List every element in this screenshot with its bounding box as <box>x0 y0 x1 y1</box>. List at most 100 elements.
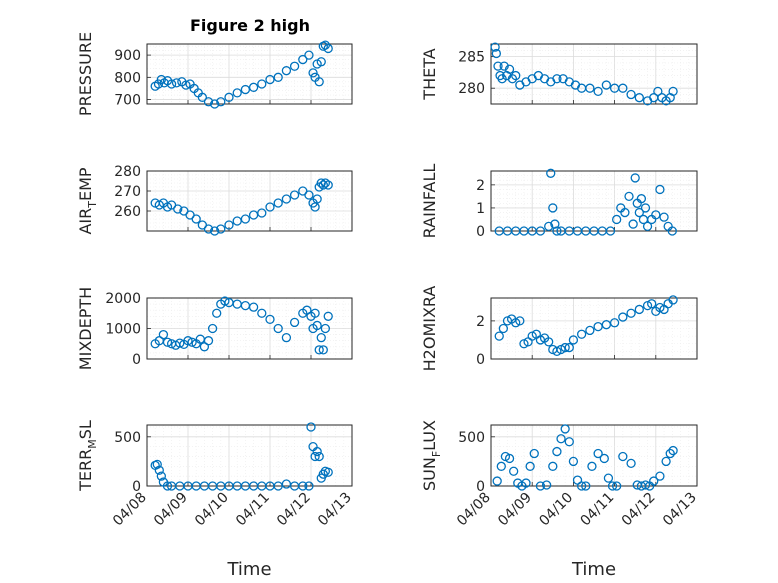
data-point <box>499 61 509 71</box>
data-point <box>310 451 320 462</box>
data-point <box>564 437 574 447</box>
data-point <box>316 332 326 343</box>
data-point <box>642 221 653 232</box>
y-tick-label: 1000 <box>105 322 141 338</box>
data-point <box>248 210 259 220</box>
data-point <box>273 323 283 334</box>
y-tick-label: 0 <box>132 479 141 495</box>
data-point <box>183 336 193 346</box>
subplot-sun_flux: 0 500 04/08 04/09 04/10 04/11 04/12 04/13 SUNFLU… <box>420 420 700 580</box>
data-point <box>548 203 558 213</box>
data-point <box>152 459 162 470</box>
y-tick-label: 500 <box>114 430 141 446</box>
data-point <box>323 180 333 190</box>
data-point <box>535 481 546 491</box>
plot-border <box>490 424 698 487</box>
data-point <box>504 64 515 74</box>
data-point <box>314 345 324 355</box>
data-point <box>320 178 331 188</box>
data-point <box>609 318 620 328</box>
data-point <box>576 329 587 339</box>
data-point <box>304 50 314 60</box>
data-point <box>552 74 562 84</box>
x-tick-label: 04/10 <box>192 490 232 530</box>
data-point <box>599 453 609 464</box>
data-point <box>312 194 322 204</box>
data-point <box>576 481 587 491</box>
plot-border <box>490 170 698 232</box>
data-point <box>541 480 552 490</box>
data-point <box>162 337 173 347</box>
data-point <box>224 220 234 230</box>
data-point <box>493 61 503 71</box>
data-point <box>640 480 651 490</box>
chart-title: Figure 2 high <box>190 16 310 35</box>
data-point <box>312 320 322 331</box>
data-point <box>257 79 267 89</box>
data-point <box>191 214 201 224</box>
data-point <box>661 456 671 467</box>
data-point <box>544 337 554 347</box>
y-tick-label: 2000 <box>105 291 141 307</box>
data-point <box>581 481 591 491</box>
data-point <box>492 476 502 486</box>
plot-border <box>490 297 698 360</box>
data-point <box>560 342 570 353</box>
x-tick-label: 04/10 <box>536 490 576 530</box>
data-point <box>496 461 506 471</box>
y-axis-label: AIRTEMP <box>76 167 99 234</box>
data-point <box>232 216 242 226</box>
data-point <box>154 465 164 475</box>
data-point <box>304 481 314 491</box>
data-point <box>509 466 519 476</box>
data-point <box>568 456 579 467</box>
x-tick-label: 04/08 <box>110 490 150 530</box>
x-tick-label: 04/12 <box>619 490 659 530</box>
data-point <box>587 461 597 471</box>
subplot-h2omixra: 0 2 H2OMIXRA <box>420 286 698 371</box>
y-tick-label: 500 <box>458 430 485 446</box>
data-point <box>216 97 226 107</box>
subplot-pressure: 700 800 900 PRESSURE <box>76 32 353 116</box>
plot-border <box>490 43 698 105</box>
data-point <box>552 226 562 236</box>
data-point <box>659 212 669 222</box>
data-point <box>181 80 191 90</box>
data-point <box>316 57 326 67</box>
x-tick-label: 04/11 <box>578 490 618 530</box>
data-point <box>529 448 539 459</box>
y-tick-label: 0 <box>476 479 485 495</box>
data-point <box>668 86 678 97</box>
data-point <box>265 314 275 325</box>
data-point <box>220 296 230 306</box>
y-tick-label: 800 <box>114 70 141 86</box>
data-point <box>624 191 634 202</box>
data-point <box>668 445 678 456</box>
x-tick-label: 04/11 <box>233 490 273 530</box>
data-point <box>281 66 292 76</box>
data-point <box>197 92 208 102</box>
data-point <box>314 451 324 462</box>
subplot-theta: 280 285 THETA <box>420 42 698 106</box>
data-point <box>216 224 226 234</box>
plot-area <box>490 43 698 105</box>
data-point <box>203 97 214 107</box>
data-point <box>511 70 521 81</box>
y-axis-label: RAINFALL <box>420 164 439 239</box>
x-tick-label: 04/08 <box>454 490 494 530</box>
data-point <box>240 84 251 95</box>
data-point <box>618 451 628 462</box>
data-point <box>312 446 322 457</box>
data-point <box>320 323 331 334</box>
x-tick-label: 04/13 <box>315 490 355 530</box>
data-point <box>612 481 622 491</box>
plot-border <box>146 297 353 360</box>
data-point <box>521 478 531 488</box>
data-point <box>603 473 614 483</box>
data-point <box>552 446 562 457</box>
data-point <box>626 458 636 469</box>
y-axis-label: TERRMSL <box>76 420 99 492</box>
data-point <box>668 295 678 305</box>
data-point <box>248 302 259 312</box>
